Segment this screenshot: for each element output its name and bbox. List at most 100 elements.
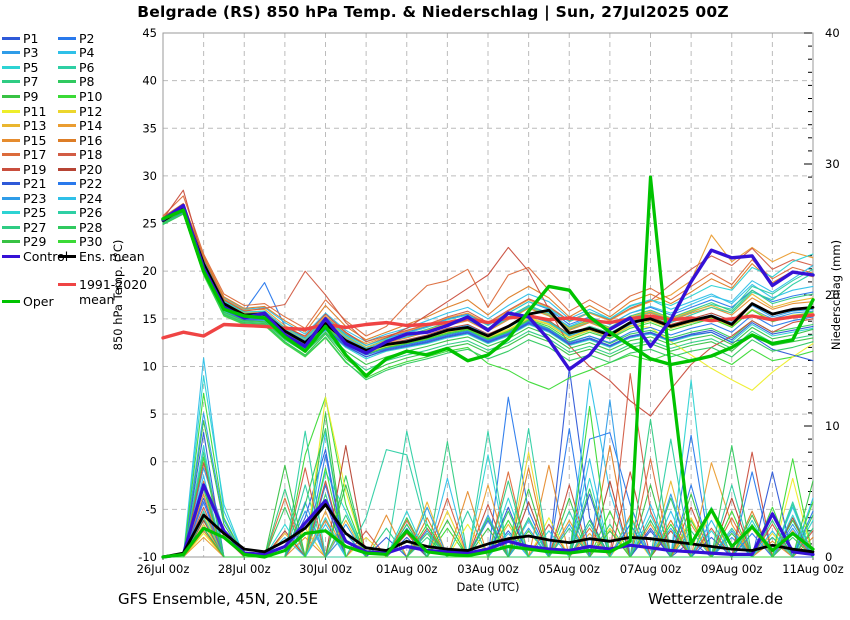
legend-row: P1 P2 <box>2 31 172 46</box>
control-swatch <box>2 254 20 258</box>
x-tick-label: 03Aug 00z <box>457 562 518 576</box>
legend-row: P29 P30 <box>2 234 172 249</box>
series-ens-mean-precip <box>161 503 815 559</box>
y-left-tick-label: 0 <box>150 455 157 469</box>
legend-row: P23 P24 <box>2 191 172 206</box>
P2-swatch <box>58 36 76 40</box>
P29-swatch <box>2 240 20 244</box>
legend-item-P8: P8 <box>58 74 172 89</box>
legend-item-P20: P20 <box>58 162 172 177</box>
legend-label-P28: P28 <box>79 219 103 235</box>
legend-label-P27: P27 <box>23 219 47 235</box>
P15-swatch <box>2 138 20 142</box>
y-left-tick-label: -10 <box>138 550 157 564</box>
P8-swatch <box>58 80 76 84</box>
y-left-tick-label: 45 <box>142 26 157 40</box>
series-clim-temp <box>161 313 815 340</box>
y-right-tick-label: 30 <box>825 157 840 171</box>
legend-label-P5: P5 <box>23 59 39 75</box>
P24-swatch <box>58 196 76 200</box>
series-P30-precip <box>162 392 814 558</box>
x-tick-label: 09Aug 00z <box>701 562 762 576</box>
legend-label-P12: P12 <box>79 103 103 119</box>
legend-item-P22: P22 <box>58 176 172 191</box>
legend-row-special: Control Ens. mean <box>2 249 172 264</box>
legend-label-P19: P19 <box>23 161 47 177</box>
legend-item-P29: P29 <box>2 234 58 249</box>
P28-swatch <box>58 225 76 229</box>
legend-label-P22: P22 <box>79 176 103 192</box>
legend-row: P5 P6 <box>2 60 172 75</box>
legend-label-P25: P25 <box>23 205 47 221</box>
legend-item-P6: P6 <box>58 60 172 75</box>
series-oper-precip <box>161 175 815 559</box>
series-P28-temp <box>162 213 814 381</box>
legend-label-P15: P15 <box>23 132 47 148</box>
legend-item-P27: P27 <box>2 220 58 235</box>
series-P2-temp <box>162 206 814 347</box>
x-tick-label: 26Jul 00z <box>137 562 190 576</box>
legend-item-oper: Oper <box>2 277 58 309</box>
y-left-tick-label: 30 <box>142 169 157 183</box>
y-right-tick-label: 20 <box>825 288 840 302</box>
P25-swatch <box>2 211 20 215</box>
y-right-tick-label: 10 <box>825 419 840 433</box>
legend-row: P3 P4 <box>2 45 172 61</box>
y-left-tick-label: 25 <box>142 217 157 231</box>
series-P4-temp <box>162 204 814 343</box>
P6-swatch <box>58 65 76 69</box>
legend-row: P25 P26 <box>2 205 172 220</box>
x-tick-label: 01Aug 00z <box>376 562 437 576</box>
legend-label-P3: P3 <box>23 45 39 61</box>
oper-swatch <box>2 299 20 303</box>
legend-item-P21: P21 <box>2 176 58 191</box>
legend-item-P15: P15 <box>2 133 58 148</box>
P17-swatch <box>2 153 20 157</box>
P14-swatch <box>58 124 76 128</box>
y-left-tick-label: 15 <box>142 312 157 326</box>
P26-swatch <box>58 211 76 215</box>
y-right-tick-label: 0 <box>825 550 832 564</box>
y-left-tick-label: 40 <box>142 74 157 88</box>
P20-swatch <box>58 167 76 171</box>
P13-swatch <box>2 124 20 128</box>
P16-swatch <box>58 138 76 142</box>
series-control-temp <box>161 203 815 371</box>
legend-label-P18: P18 <box>79 147 103 163</box>
legend-item-P23: P23 <box>2 191 58 206</box>
x-tick-label: 07Aug 00z <box>620 562 681 576</box>
legend-row: P11 P12 <box>2 104 172 119</box>
legend-item-P11: P11 <box>2 104 58 119</box>
legend-label-P2: P2 <box>79 30 95 46</box>
y-left-tick-label: -5 <box>146 502 157 516</box>
legend-item-P14: P14 <box>58 118 172 133</box>
series-P17-temp <box>162 195 814 337</box>
y-right-axis-title: Niederschlag (mm) <box>829 240 843 350</box>
legend-item-P2: P2 <box>58 31 172 46</box>
P3-swatch <box>2 51 20 55</box>
legend-label-P13: P13 <box>23 118 47 134</box>
legend-row: P27 P28 <box>2 220 172 235</box>
legend-label-P7: P7 <box>23 74 39 90</box>
legend-row: P9 P10 <box>2 89 172 104</box>
legend-item-P10: P10 <box>58 89 172 104</box>
series-control-precip <box>161 483 815 559</box>
legend-item-P30: P30 <box>58 234 172 249</box>
legend-item-P19: P19 <box>2 162 58 177</box>
P9-swatch <box>2 94 20 98</box>
y-left-tick-label: 35 <box>142 121 157 135</box>
legend-item-P25: P25 <box>2 205 58 220</box>
legend-item-ens-mean: Ens. mean <box>58 249 172 264</box>
legend-label-P6: P6 <box>79 59 95 75</box>
ens-mean-swatch <box>58 254 76 258</box>
legend-row: P21 P22 <box>2 176 172 191</box>
P22-swatch <box>58 182 76 186</box>
P10-swatch <box>58 94 76 98</box>
P18-swatch <box>58 153 76 157</box>
legend-item-P7: P7 <box>2 74 58 89</box>
x-tick-label: 05Aug 00z <box>539 562 600 576</box>
legend-item-P1: P1 <box>2 31 58 46</box>
legend: P1 P2 P3 P4 P5 P6 P7 P8 P9 P10 P11 P12 P13 P14 P15 P16 P… <box>2 31 172 309</box>
legend-item-P4: P4 <box>58 45 172 60</box>
